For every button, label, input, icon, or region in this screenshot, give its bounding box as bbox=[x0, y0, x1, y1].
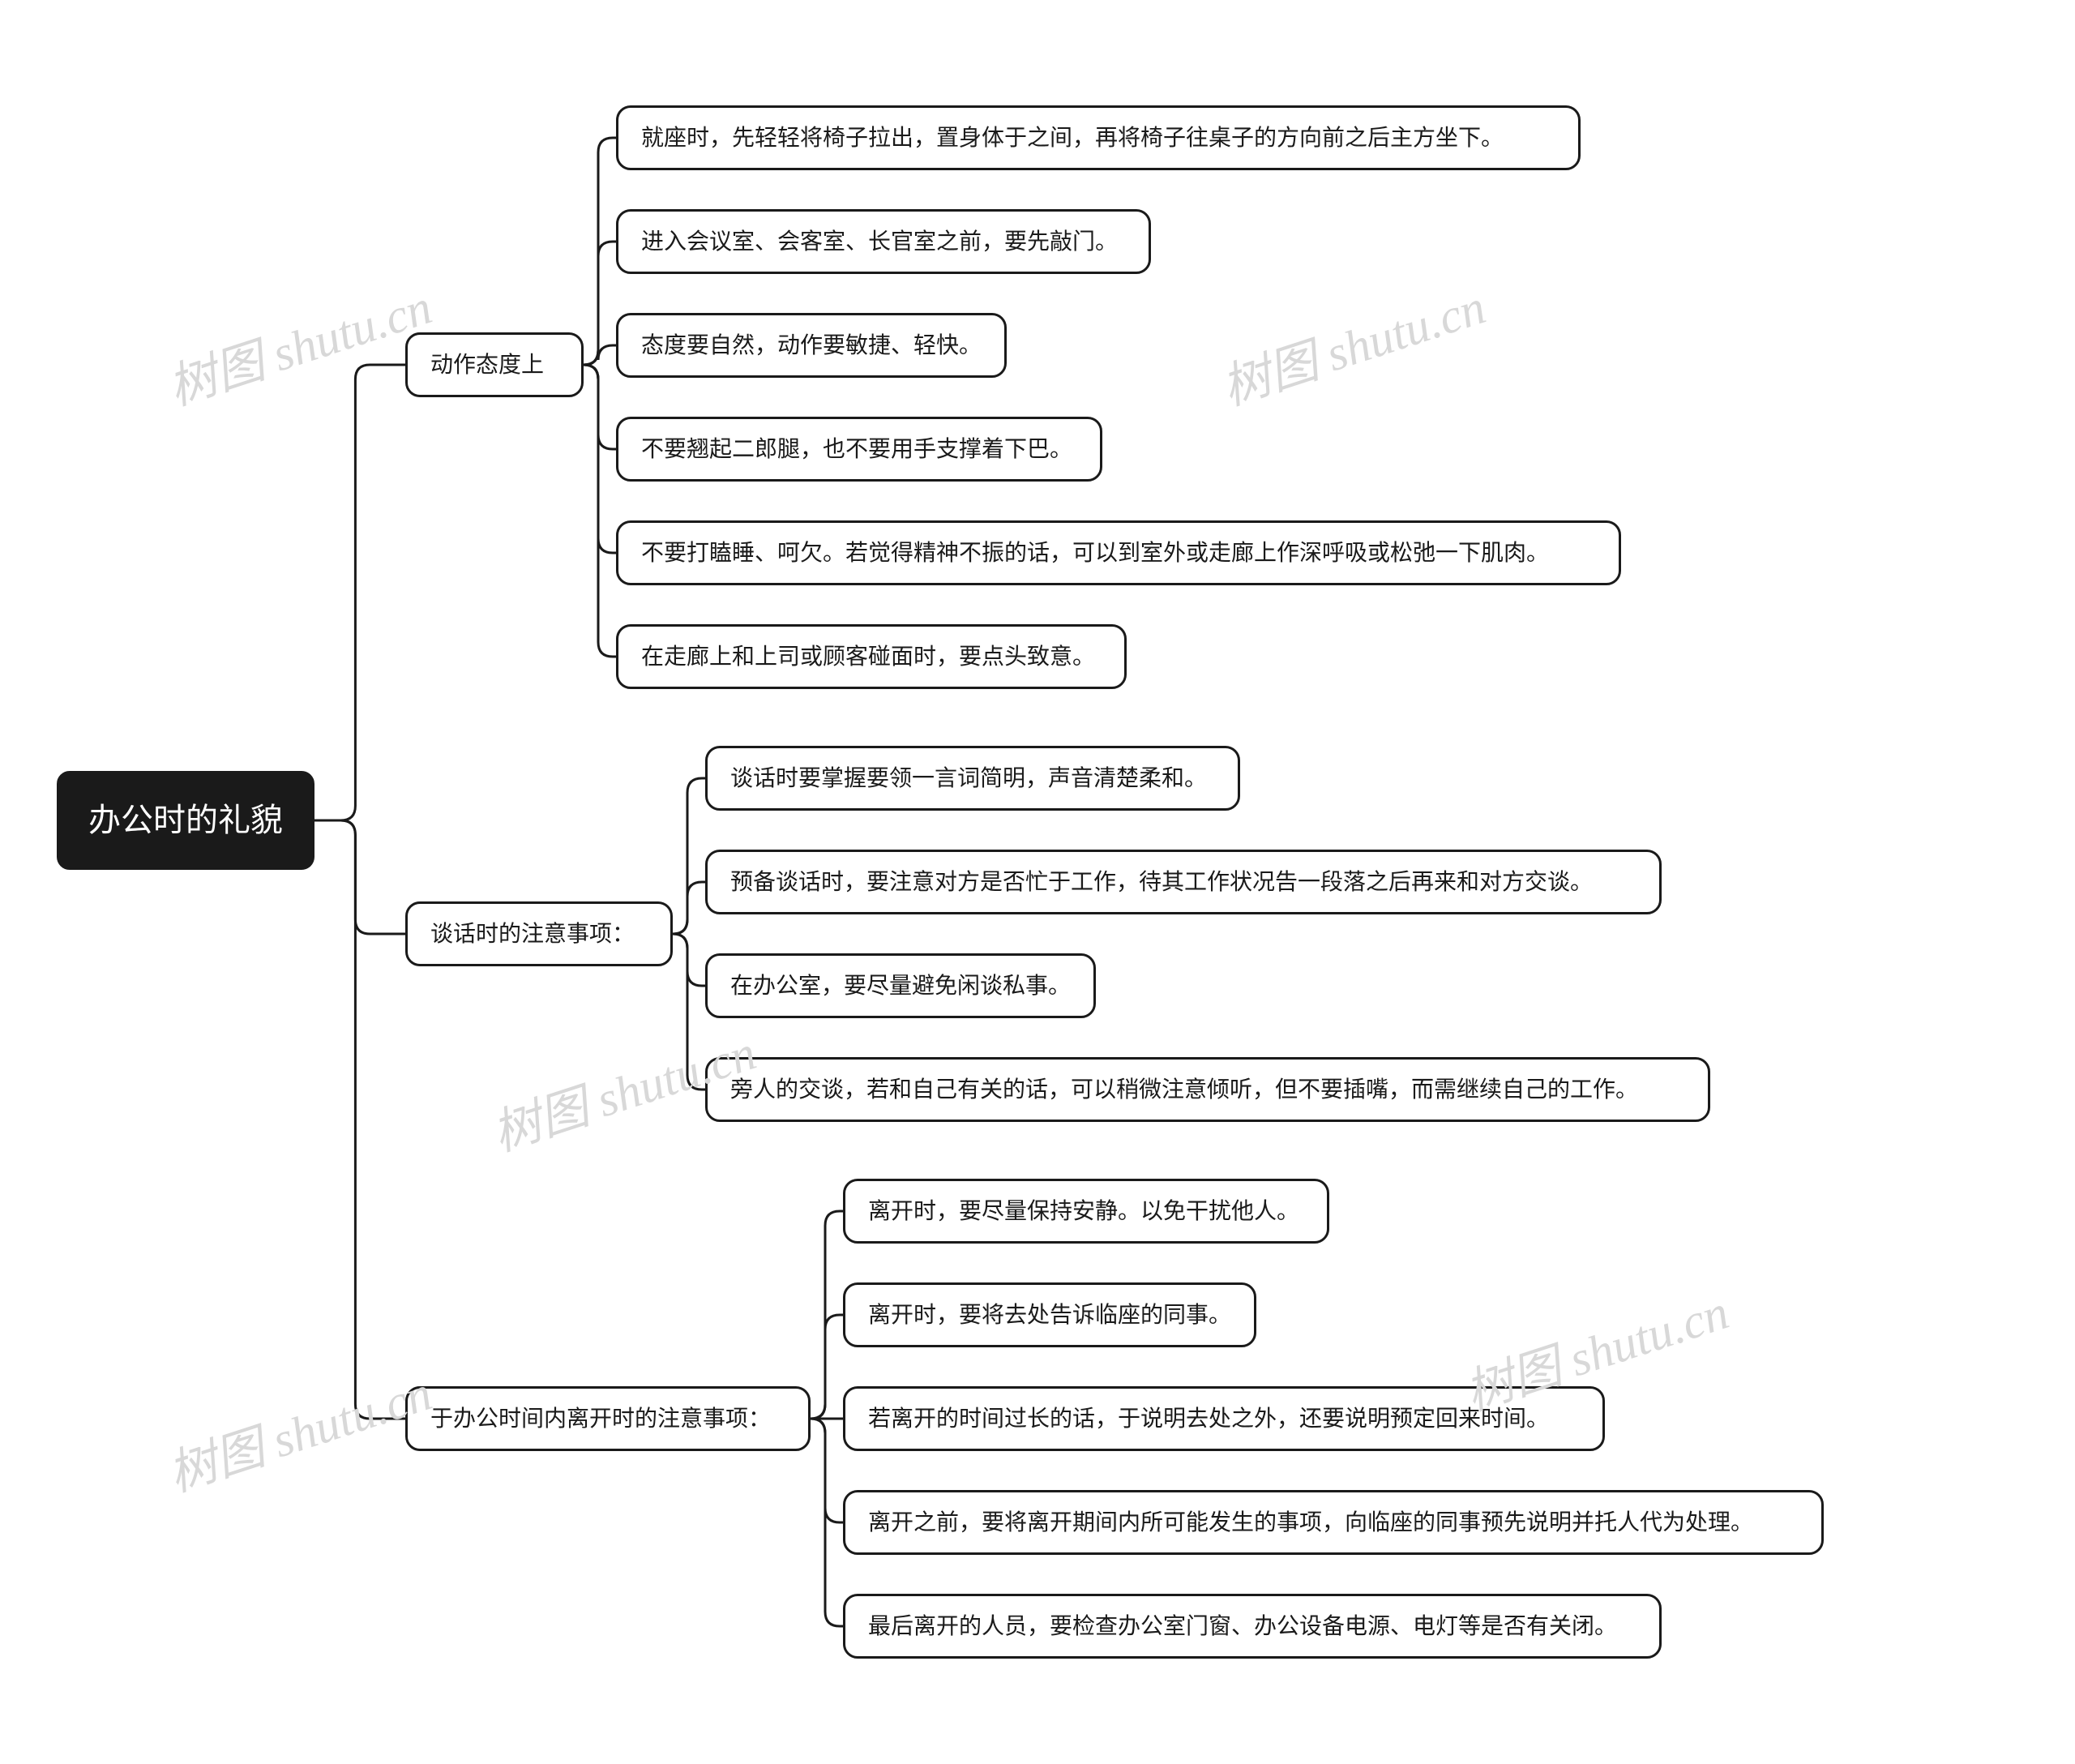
connector bbox=[673, 778, 705, 934]
watermark: 树图 shutu.cn bbox=[1212, 268, 1493, 419]
connector bbox=[584, 138, 616, 365]
leaf-node[interactable]: 离开之前，要将离开期间内所可能发生的事项，向临座的同事预先说明并托人代为处理。 bbox=[843, 1490, 1824, 1555]
leaf-node[interactable]: 谈话时要掌握要领一言词简明，声音清楚柔和。 bbox=[705, 746, 1240, 811]
leaf-node[interactable]: 若离开的时间过长的话，于说明去处之外，还要说明预定回来时间。 bbox=[843, 1386, 1605, 1451]
mindmap-canvas: 办公时的礼貌 动作态度上 就座时，先轻轻将椅子拉出，置身体于之间，再将椅子往桌子的方… bbox=[0, 0, 2075, 1764]
branch-node[interactable]: 动作态度上 bbox=[405, 332, 584, 397]
leaf-node[interactable]: 旁人的交谈，若和自己有关的话，可以稍微注意倾听，但不要插嘴，而需继续自己的工作。 bbox=[705, 1057, 1710, 1122]
branch-node[interactable]: 于办公时间内离开时的注意事项： bbox=[405, 1386, 811, 1451]
connector bbox=[811, 1419, 843, 1626]
leaf-node[interactable]: 态度要自然，动作要敏捷、轻快。 bbox=[616, 313, 1007, 378]
leaf-node[interactable]: 离开时，要尽量保持安静。以免干扰他人。 bbox=[843, 1179, 1329, 1244]
leaf-node[interactable]: 预备谈话时，要注意对方是否忙于工作，待其工作状况告一段落之后再来和对方交谈。 bbox=[705, 850, 1662, 914]
connector bbox=[673, 934, 705, 986]
connector bbox=[811, 1315, 843, 1419]
leaf-node[interactable]: 就座时，先轻轻将椅子拉出，置身体于之间，再将椅子往桌子的方向前之后主方坐下。 bbox=[616, 105, 1581, 170]
branch-node[interactable]: 谈话时的注意事项： bbox=[405, 901, 673, 966]
connector bbox=[314, 820, 405, 1419]
connector bbox=[584, 345, 616, 365]
connector bbox=[584, 242, 616, 365]
connector bbox=[314, 365, 405, 820]
connector bbox=[673, 934, 705, 1090]
leaf-node[interactable]: 进入会议室、会客室、长官室之前，要先敲门。 bbox=[616, 209, 1151, 274]
watermark: 树图 shutu.cn bbox=[158, 1354, 439, 1505]
watermark: 树图 shutu.cn bbox=[158, 268, 439, 419]
connector bbox=[811, 1419, 843, 1522]
connector bbox=[314, 820, 405, 934]
root-node[interactable]: 办公时的礼貌 bbox=[57, 771, 314, 870]
leaf-node[interactable]: 离开时，要将去处告诉临座的同事。 bbox=[843, 1282, 1256, 1347]
connector bbox=[811, 1211, 843, 1419]
leaf-node[interactable]: 不要翘起二郎腿，也不要用手支撑着下巴。 bbox=[616, 417, 1102, 482]
leaf-node[interactable]: 在走廊上和上司或顾客碰面时，要点头致意。 bbox=[616, 624, 1127, 689]
connector bbox=[673, 882, 705, 934]
leaf-node[interactable]: 最后离开的人员，要检查办公室门窗、办公设备电源、电灯等是否有关闭。 bbox=[843, 1594, 1662, 1659]
connector bbox=[584, 365, 616, 449]
leaf-node[interactable]: 在办公室，要尽量避免闲谈私事。 bbox=[705, 953, 1096, 1018]
leaf-node[interactable]: 不要打瞌睡、呵欠。若觉得精神不振的话，可以到室外或走廊上作深呼吸或松弛一下肌肉。 bbox=[616, 520, 1621, 585]
connector bbox=[584, 365, 616, 553]
connector bbox=[584, 365, 616, 657]
